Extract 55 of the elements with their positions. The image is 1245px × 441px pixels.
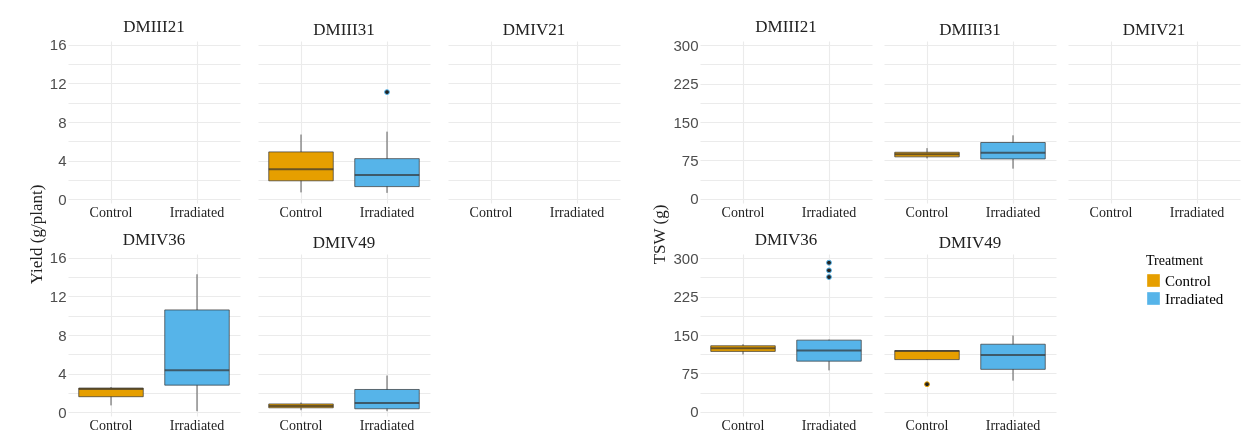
- chart-title: DMIII31: [313, 20, 375, 39]
- y-tick-label: 225: [673, 75, 699, 93]
- x-tick-label: Control: [279, 204, 323, 220]
- x-tick-label: Irradiated: [359, 204, 415, 220]
- y-axis-title: TSW (g): [650, 204, 670, 265]
- y-tick-label: 75: [681, 364, 699, 382]
- x-tick-label: Control: [89, 204, 133, 220]
- chart-title: DMIV36: [754, 230, 818, 250]
- y-tick-label: 75: [681, 151, 699, 169]
- x-tick-label: Irradiated: [801, 204, 857, 220]
- x-tick-label: Control: [89, 417, 133, 433]
- y-tick-label: 16: [49, 36, 67, 54]
- y-tick-label: 12: [49, 74, 67, 92]
- x-tick-label: Irradiated: [985, 417, 1041, 433]
- legend-label: Irradiated: [1165, 290, 1224, 307]
- y-tick-label: 150: [673, 326, 699, 344]
- chart-title: DMIV21: [502, 20, 566, 39]
- legend-title: Treatment: [1146, 253, 1204, 268]
- x-tick-label: Control: [905, 417, 949, 433]
- legend-label: Control: [1165, 272, 1211, 289]
- chart-title: DMIV36: [122, 229, 186, 249]
- y-tick-label: 8: [58, 113, 67, 131]
- y-axis-title: Yield (g/plant): [26, 184, 46, 285]
- y-tick-label: 16: [49, 249, 67, 267]
- chart-title: DMIV49: [938, 233, 1002, 252]
- y-tick-label: 300: [673, 36, 699, 54]
- x-tick-label: Control: [721, 417, 765, 433]
- y-tick-label: 0: [58, 403, 67, 421]
- x-tick-label: Irradiated: [169, 417, 225, 433]
- x-tick-label: Control: [469, 204, 513, 220]
- y-tick-label: 300: [673, 249, 699, 267]
- chart-title: DMIV49: [312, 233, 376, 252]
- x-tick-label: Irradiated: [549, 204, 605, 220]
- y-tick-label: 0: [690, 190, 699, 208]
- x-tick-label: Control: [279, 417, 323, 433]
- x-tick-label: Irradiated: [359, 417, 415, 433]
- x-tick-label: Irradiated: [1169, 204, 1225, 220]
- y-tick-label: 4: [58, 152, 67, 170]
- chart-title: DMIII21: [123, 16, 185, 36]
- x-tick-label: Control: [905, 204, 949, 220]
- y-tick-label: 225: [673, 288, 699, 306]
- x-tick-label: Irradiated: [169, 204, 225, 220]
- y-tick-label: 4: [58, 365, 67, 383]
- x-tick-label: Control: [721, 204, 765, 220]
- x-tick-label: Control: [1089, 204, 1133, 220]
- x-tick-label: Irradiated: [801, 417, 857, 433]
- x-tick-label: Irradiated: [985, 204, 1041, 220]
- y-tick-label: 150: [673, 113, 699, 131]
- chart-title: DMIII21: [755, 17, 817, 37]
- y-tick-label: 8: [58, 326, 67, 344]
- y-tick-label: 0: [58, 190, 67, 208]
- chart-title: DMIII31: [939, 20, 1001, 39]
- chart-title: DMIV21: [1122, 20, 1186, 39]
- y-tick-label: 12: [49, 287, 67, 305]
- y-tick-label: 0: [690, 403, 699, 421]
